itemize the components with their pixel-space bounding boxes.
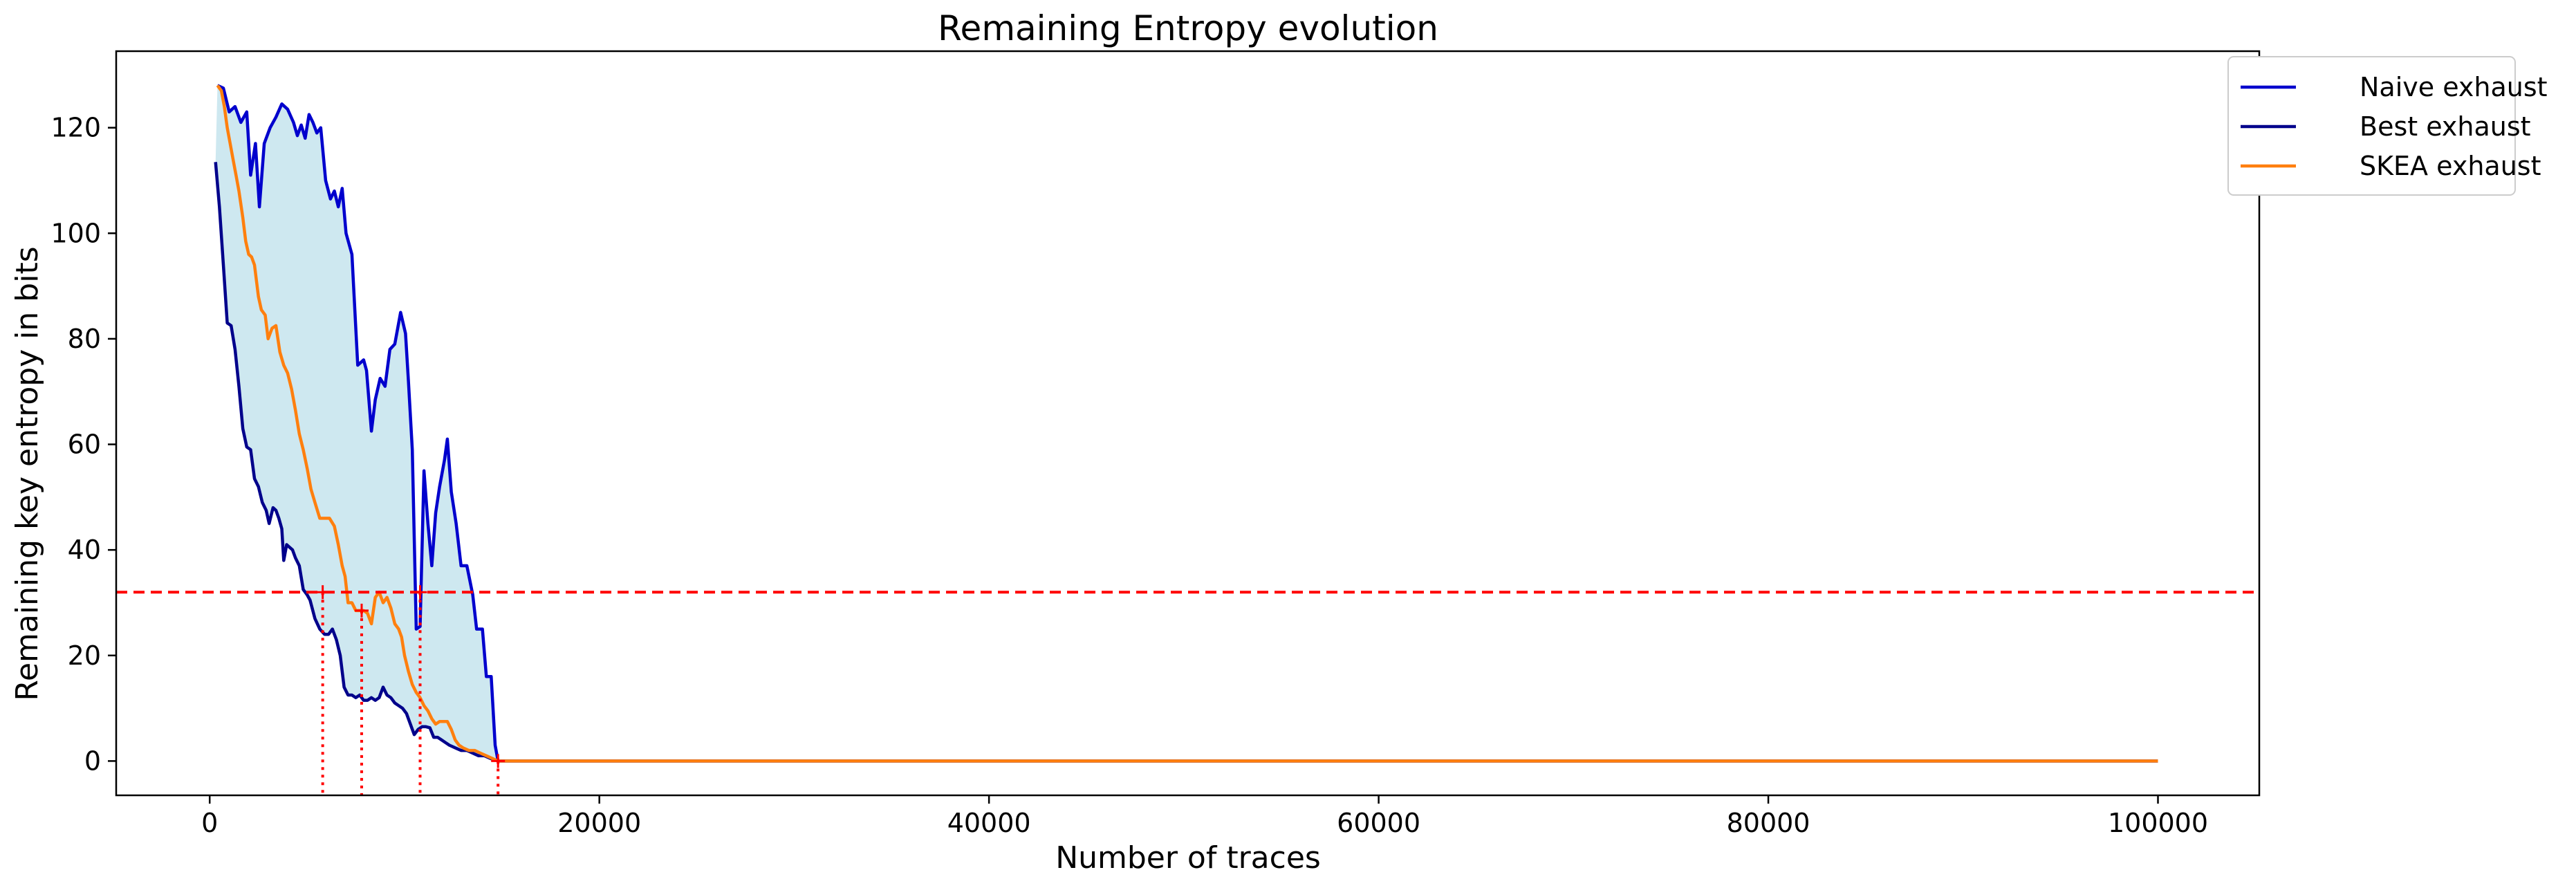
series-lines — [214, 84, 2158, 763]
x-tick-label-60000: 60000 — [1337, 808, 1420, 838]
series-line-best-exhaust — [214, 162, 2158, 763]
y-axis: 0 20 40 60 80 100 120 — [50, 113, 116, 776]
x-axis: 0 20000 40000 60000 80000 100000 — [201, 795, 2208, 838]
y-tick-label-20: 20 — [68, 640, 101, 671]
chart-title: Remaining Entropy evolution — [938, 8, 1438, 48]
plot-frame — [115, 50, 2261, 797]
y-tick-label-80: 80 — [68, 324, 101, 354]
entropy-gap-fill — [215, 85, 2158, 761]
legend-label-skea-exhaust: SKEA exhaust — [2360, 151, 2541, 181]
legend-box — [2227, 56, 2516, 196]
crossing-markers — [315, 585, 506, 795]
legend-label-naive-exhaust: Naive exhaust — [2360, 72, 2548, 102]
x-axis-label: Number of traces — [1055, 840, 1321, 876]
crossing-marker-3 — [413, 585, 427, 600]
y-tick-label-0: 0 — [84, 746, 101, 776]
y-tick-label-100: 100 — [50, 218, 101, 248]
x-tick-label-20000: 20000 — [557, 808, 641, 838]
crossing-marker-1 — [315, 585, 330, 600]
y-tick-label-60: 60 — [68, 429, 101, 460]
crossing-marker-2 — [354, 603, 369, 618]
y-axis-label: Remaining key entropy in bits — [10, 246, 45, 701]
crossing-marker-4 — [491, 754, 506, 768]
x-tick-label-80000: 80000 — [1727, 808, 1810, 838]
y-tick-label-40: 40 — [68, 535, 101, 565]
plot-area — [116, 84, 2259, 795]
legend: Naive exhaust Best exhaust SKEA exhaust — [2227, 56, 2548, 196]
x-tick-label-0: 0 — [201, 808, 218, 838]
series-line-naive-exhaust — [216, 84, 2158, 763]
x-tick-label-100000: 100000 — [2108, 808, 2208, 838]
legend-label-best-exhaust: Best exhaust — [2360, 111, 2531, 142]
series-line-skea-exhaust — [216, 84, 2158, 763]
x-tick-label-40000: 40000 — [947, 808, 1031, 838]
y-tick-label-120: 120 — [50, 113, 101, 143]
